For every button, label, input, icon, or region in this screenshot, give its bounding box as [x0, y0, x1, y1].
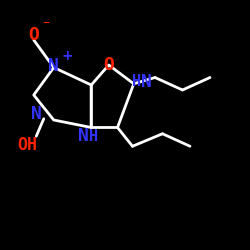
Text: +: + [62, 49, 73, 63]
Text: N: N [48, 57, 59, 75]
Text: N: N [141, 73, 152, 91]
Text: ⁻: ⁻ [42, 18, 50, 32]
Text: O: O [103, 56, 114, 74]
Text: OH: OH [17, 136, 37, 154]
Text: H: H [132, 74, 141, 90]
Text: N: N [78, 127, 89, 145]
Text: N: N [31, 105, 42, 123]
Text: O: O [28, 26, 39, 44]
Text: H: H [89, 129, 98, 144]
